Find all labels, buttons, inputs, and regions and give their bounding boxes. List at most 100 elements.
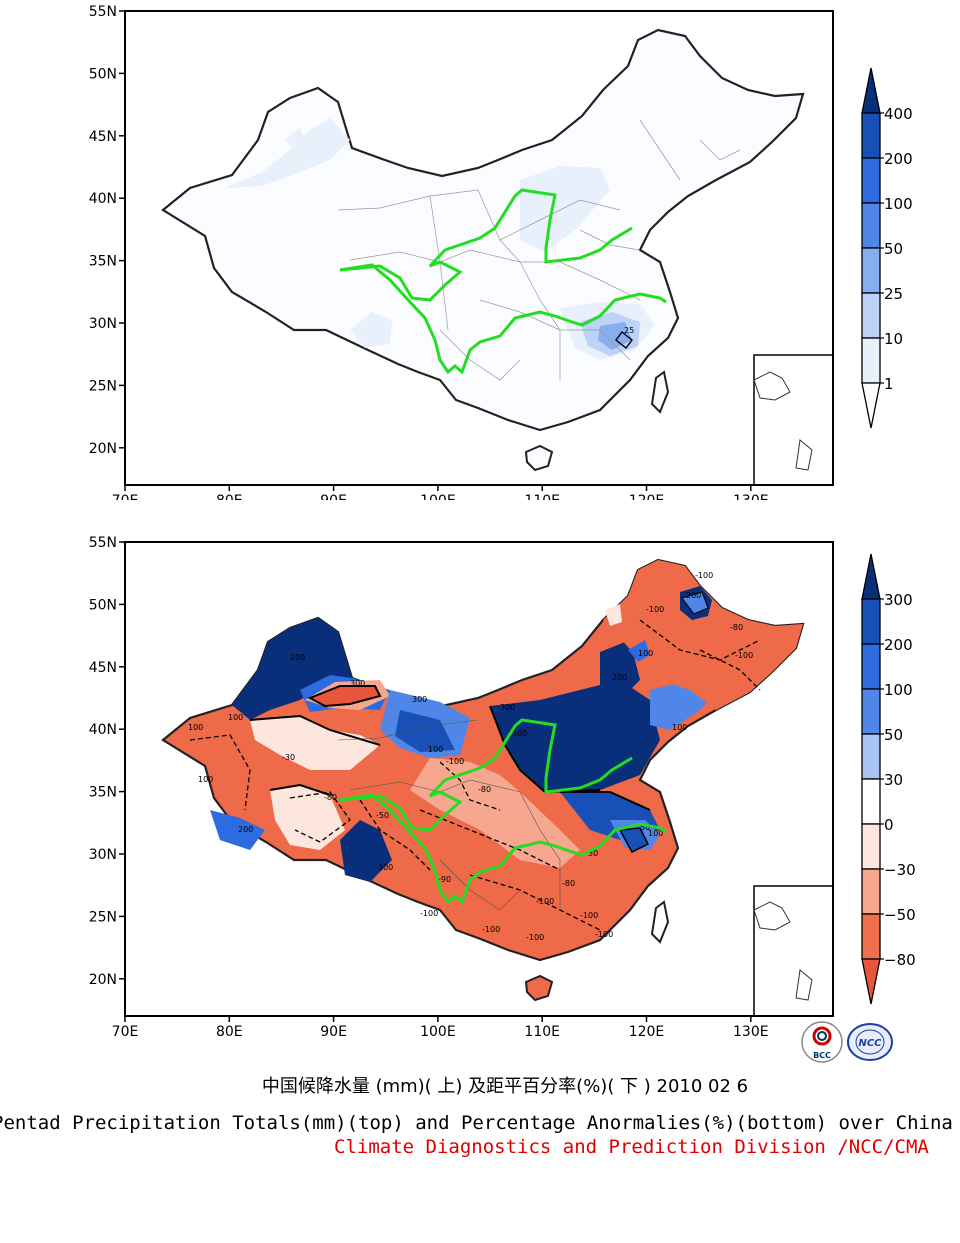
lat-label: 20N — [89, 441, 117, 457]
contour-label: -50 — [376, 811, 389, 820]
lon-label: 120E — [629, 1024, 665, 1040]
contour-label: 300 — [500, 703, 515, 712]
china-outline — [161, 28, 805, 432]
contour-label: 25 — [624, 326, 634, 335]
inset-coast — [753, 371, 791, 401]
lon-label: 100E — [420, 1024, 456, 1040]
longitude-axis: 70E 80E 90E 100E 110E 120E 130E — [112, 485, 769, 509]
anomaly-region — [490, 680, 660, 792]
colorbar-segment — [861, 868, 881, 915]
colorbar-label: 100 — [884, 195, 913, 213]
colorbar-label: −30 — [884, 861, 916, 879]
anomaly-region — [410, 758, 580, 868]
contour-label: 100 — [428, 745, 443, 754]
rain-patch — [350, 312, 392, 348]
ncc-logo: NCC — [846, 1020, 893, 1064]
contour-label: -90 — [438, 875, 451, 884]
colorbar-arrow-bottom — [861, 958, 881, 1005]
bcc-logo-text: BCC — [813, 1051, 831, 1060]
map-frame — [124, 10, 834, 486]
lat-label: 55N — [89, 4, 117, 20]
contour-label: 100 — [648, 829, 663, 838]
colorbar-label: 1 — [884, 375, 894, 393]
negative-contours — [189, 619, 761, 931]
colorbar-segment — [861, 202, 881, 249]
province-boundaries — [337, 119, 741, 381]
hainan-island — [524, 444, 554, 472]
contour-label: 100 — [228, 713, 243, 722]
lat-label: 50N — [89, 66, 117, 82]
contour-label: -100 — [420, 909, 438, 918]
map-frame — [124, 541, 834, 1017]
colorbar-segment — [861, 778, 881, 825]
lon-label: 130E — [733, 493, 769, 500]
anomaly-region — [395, 710, 455, 752]
caption-english: Pentad Precipitation Totals(mm)(top) and… — [0, 1112, 953, 1134]
colorbar-segment — [861, 292, 881, 339]
yellow-river — [339, 188, 633, 302]
lon-label: 110E — [524, 1024, 560, 1040]
colorbar-label: 400 — [884, 105, 913, 123]
contour-label: -100 — [580, 911, 598, 920]
anomaly-map: 200 300 300 100 100 100 100 200 300 300 … — [89, 535, 916, 1040]
precipitation-colorbar: 400 200 100 50 25 10 1 — [861, 67, 913, 429]
inset-coast — [795, 969, 813, 1001]
taiwan-island — [650, 370, 670, 414]
lon-label: 70E — [112, 1024, 139, 1040]
colorbar-segment — [861, 823, 881, 870]
latitude-axis: 55N 50N 45N 40N 35N 30N 25N 20N — [89, 4, 125, 457]
contour-label: 200 — [686, 591, 701, 600]
anomaly-region — [603, 560, 803, 710]
contour-label: 300 — [512, 729, 527, 738]
contour-label: 100 — [188, 723, 203, 732]
colorbar-label: 200 — [884, 636, 913, 654]
lon-label: 100E — [420, 493, 456, 500]
colorbar-label: 25 — [884, 285, 903, 303]
lon-label: 130E — [733, 1024, 769, 1040]
lon-label: 80E — [216, 1024, 243, 1040]
yangtze-river — [339, 793, 667, 905]
latitude-axis: 55N 50N 45N 40N 35N 30N 25N 20N — [89, 535, 125, 988]
inset-coast — [795, 439, 813, 471]
contour-label: 100 — [672, 723, 687, 732]
colorbar-segment — [861, 598, 881, 645]
contour-labels: 200 300 300 100 100 100 100 200 300 300 … — [188, 571, 753, 942]
contour-label: -100 — [536, 897, 554, 906]
colorbar-label: −50 — [884, 906, 916, 924]
colorbar-arrow-top — [861, 67, 881, 114]
inset-coast — [753, 901, 791, 931]
lat-label: 20N — [89, 972, 117, 988]
lat-label: 45N — [89, 660, 117, 676]
colorbar-segment — [861, 337, 881, 384]
rain-patch — [520, 166, 610, 252]
south-china-sea-inset — [753, 885, 833, 1016]
lon-label: 70E — [112, 493, 139, 500]
anomaly-region — [618, 827, 650, 853]
caption-division: Climate Diagnostics and Prediction Divis… — [334, 1136, 929, 1158]
lat-label: 30N — [89, 847, 117, 863]
anomaly-region — [600, 640, 640, 700]
colorbar-label: 200 — [884, 150, 913, 168]
colorbar-label: 300 — [884, 591, 913, 609]
contour-label: -80 — [562, 879, 575, 888]
anomaly-region — [681, 591, 709, 615]
anomaly-region — [605, 604, 622, 626]
contour-label: 100 — [638, 649, 653, 658]
lat-label: 35N — [89, 254, 117, 270]
lat-label: 35N — [89, 785, 117, 801]
hainan-island — [524, 974, 554, 1002]
contour-label: 200 — [290, 653, 305, 662]
colorbar-segment — [861, 112, 881, 159]
contour-line — [615, 331, 633, 349]
rain-patch — [598, 322, 632, 350]
colorbar-arrow-top — [861, 553, 881, 600]
lat-label: 55N — [89, 535, 117, 551]
lat-label: 40N — [89, 722, 117, 738]
lat-label: 50N — [89, 597, 117, 613]
contour-label: -100 — [695, 571, 713, 580]
lon-label: 120E — [629, 493, 665, 500]
colorbar-label: 10 — [884, 330, 903, 348]
colorbar-label: −80 — [884, 951, 916, 969]
